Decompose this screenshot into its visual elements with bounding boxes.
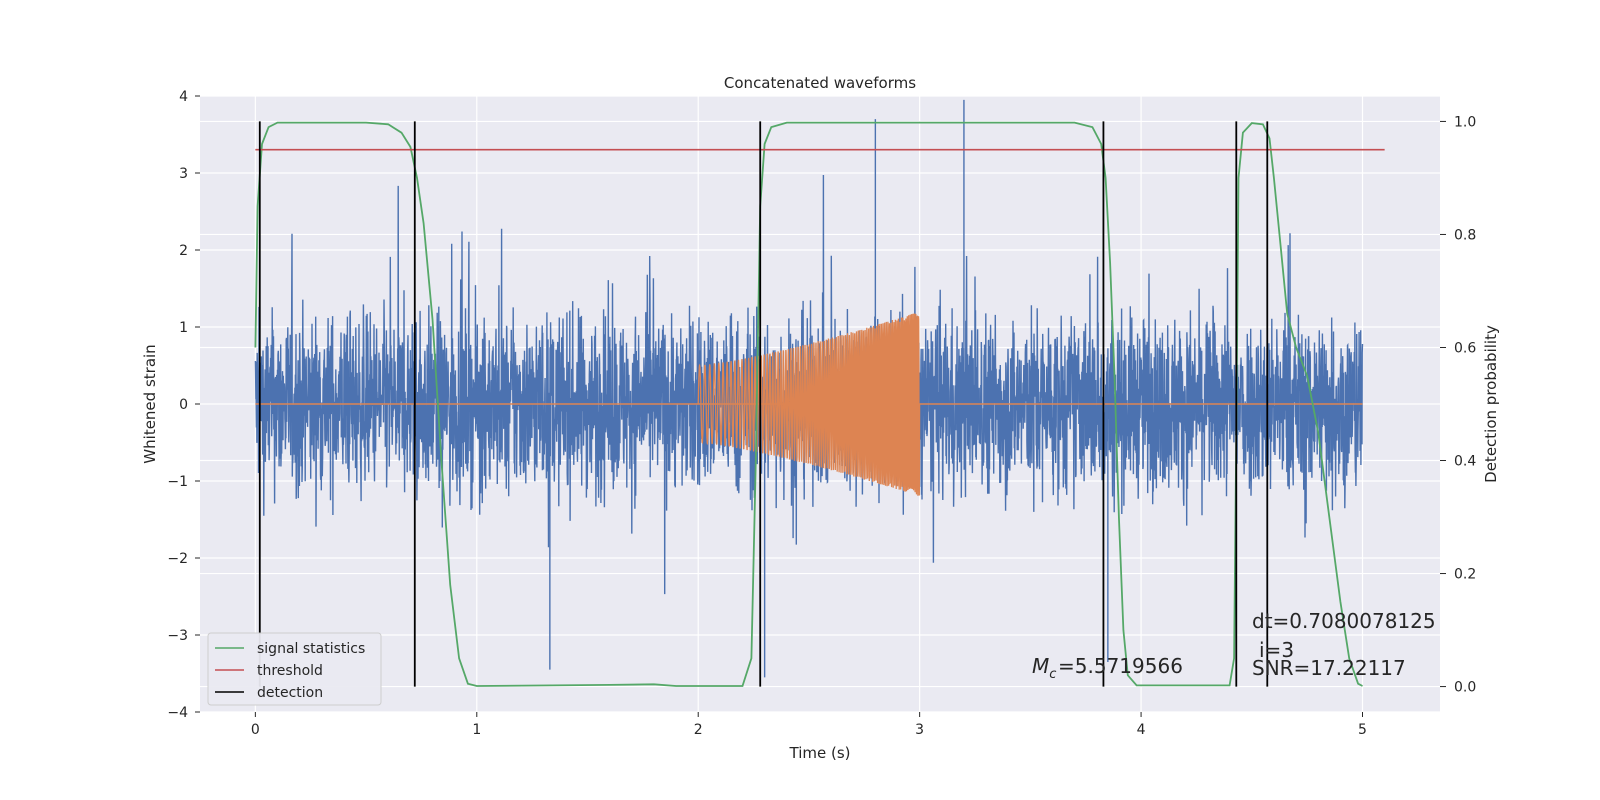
legend-label-signal-statistics: signal statistics [257,641,365,657]
signal-statistics-line [254,121,1363,687]
template-line [697,313,921,496]
y-tick-label: −1 [167,474,188,490]
annotation-snr: SNR=17.22117 [1252,656,1406,680]
x-tick-label: 3 [915,722,924,738]
x-axis-ticks: 0 1 2 3 4 5 [251,712,1367,738]
y-tick-label: −2 [167,551,188,567]
y2-tick-label: 0.0 [1454,680,1476,696]
legend-label-threshold: threshold [257,663,323,679]
y-tick-label: −3 [167,628,188,644]
y2-tick-label: 0.4 [1454,454,1476,470]
y-axis-label: Whitened strain [141,344,159,463]
y-axis-ticks: −4 −3 −2 −1 0 1 2 3 4 [167,89,200,721]
x-tick-label: 5 [1358,722,1367,738]
template-series [255,313,1363,496]
y-tick-label: −4 [167,705,188,721]
legend: signal statistics threshold detection [207,632,382,706]
y2-tick-label: 0.2 [1454,567,1476,583]
y-tick-label: 2 [179,243,188,259]
annotation-dt: dt=0.7080078125 [1252,609,1436,633]
detection-series [258,121,1269,687]
x-tick-label: 0 [251,722,260,738]
annotation-mc-value: =5.5719566 [1058,654,1183,678]
y2-axis-label: Detection probability [1482,325,1500,483]
chart-title: Concatenated waveforms [724,74,916,92]
x-tick-label: 2 [694,722,703,738]
annotation-mc: Mc =5.5719566 [1032,654,1183,682]
y2-axis-ticks: 0.0 0.2 0.4 0.6 0.8 1.0 [1440,114,1476,696]
y2-tick-label: 1.0 [1454,114,1476,130]
legend-box [207,632,382,706]
x-axis-label: Time (s) [789,744,851,762]
x-tick-label: 4 [1137,722,1146,738]
annotation-i: i=3 [1259,638,1294,662]
y2-tick-label: 0.8 [1454,227,1476,243]
y2-tick-label: 0.6 [1454,340,1476,356]
y-tick-label: 1 [179,320,188,336]
legend-label-detection: detection [257,685,323,701]
signal-statistics-series [254,121,1363,687]
x-tick-label: 1 [472,722,481,738]
y-tick-label: 4 [179,89,188,105]
y-tick-label: 0 [179,397,188,413]
y-tick-label: 3 [179,166,188,182]
